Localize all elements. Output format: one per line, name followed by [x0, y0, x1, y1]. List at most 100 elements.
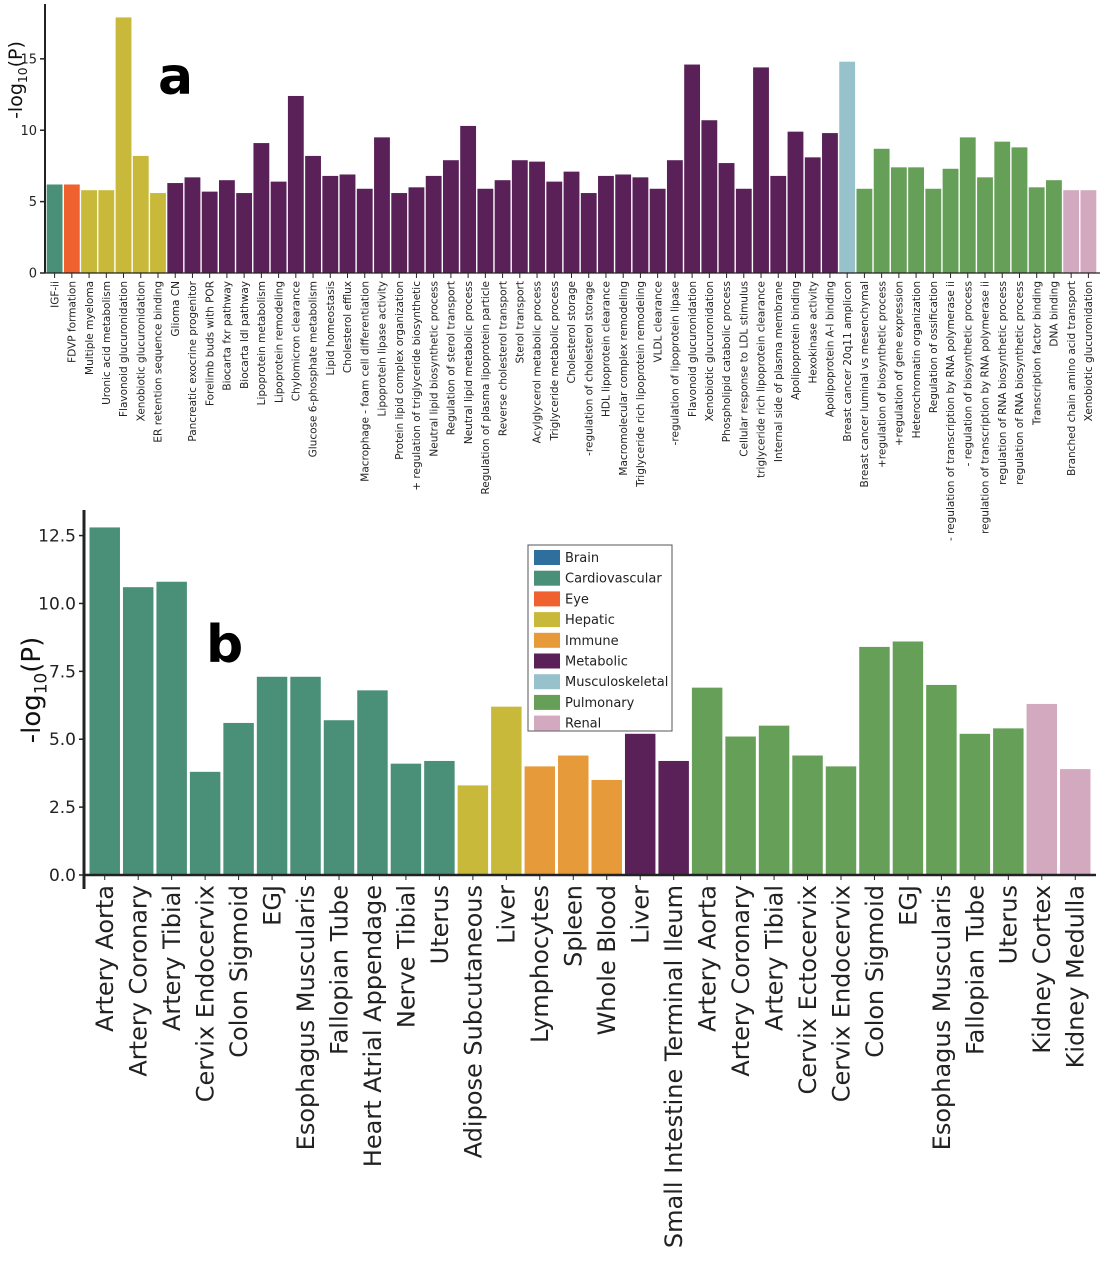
- panel-a-y-tick-label: 0: [29, 267, 37, 282]
- panel-a-bar: [770, 175, 787, 273]
- legend-swatch: [534, 694, 560, 710]
- panel-a-bar: [873, 148, 890, 273]
- panel-b-bar: [189, 771, 221, 875]
- panel-b-bar: [993, 728, 1024, 875]
- panel-b-bar: [491, 706, 522, 875]
- panel-b-x-tick-label: Liver: [627, 885, 655, 944]
- panel-a-letter: a: [158, 47, 193, 107]
- panel-a-x-tick-label: Forelimb buds with POR: [204, 281, 216, 406]
- panel-a-bar: [442, 160, 459, 273]
- panel-a-bar: [270, 181, 287, 273]
- panel-a-x-tick-label: Biocarta ldl pathway: [239, 281, 251, 389]
- panel-b-x-tick-label: Uterus: [995, 885, 1023, 964]
- legend-entry-label: Brain: [565, 551, 599, 566]
- panel-a-x-tick-label: DNA binding: [1049, 281, 1061, 347]
- panel-a-bar: [1046, 180, 1062, 273]
- panel-b-x-tick-label: Esophagus Muscularis: [292, 885, 320, 1150]
- panel-b-bar: [357, 690, 388, 875]
- panel-b-bar: [223, 722, 254, 875]
- panel-a-x-tick-label: Biocarta fxr pathway: [222, 281, 234, 391]
- panel-a-bar: [787, 131, 804, 273]
- panel-a-x-tick-label: Breast cancer luminal vs mesenchymal: [859, 281, 871, 487]
- legend-swatch: [534, 674, 560, 690]
- panel-b-x-tick-label: Colon Sigmoid: [861, 885, 889, 1058]
- panel-a-bar: [546, 181, 563, 273]
- legend-swatch: [534, 715, 560, 731]
- panel-b-bar: [256, 676, 288, 875]
- panel-a-x-tick-label: Hexokinase activity: [807, 281, 819, 384]
- panel-a-bar: [753, 67, 769, 274]
- panel-b-bar: [859, 646, 890, 875]
- panel-a-chart: 0 5 10 15 IGF-ii FDVP formation Multiple myelo…: [5, 4, 1100, 541]
- panel-a-bar: [115, 17, 132, 274]
- panel-b-bar: [792, 755, 823, 875]
- panel-a-x-tick-label: Cholesterol storage: [566, 281, 578, 384]
- panel-a-bar: [460, 125, 477, 273]
- panel-a-x-tick-label: Uronic acid metabolism: [101, 281, 113, 405]
- panel-a-bar: [666, 160, 683, 273]
- panel-b-bar: [1060, 769, 1091, 875]
- legend-swatch: [534, 570, 560, 586]
- panel-a-bar: [322, 175, 339, 273]
- legend-entry-label: Pulmonary: [565, 696, 635, 711]
- panel-b-bar: [658, 760, 689, 875]
- panel-b-bar: [1026, 703, 1058, 875]
- panel-a-bar: [822, 133, 838, 273]
- panel-a-x-tick-label: Heterochromatin organization: [911, 281, 923, 438]
- panel-b-x-tick-label: Nerve Tibial: [392, 885, 420, 1028]
- panel-a-bar: [890, 167, 907, 273]
- panel-b-bar: [558, 755, 589, 875]
- panel-a-x-tick-label: triglyceride rich lipoprotein clearance: [756, 281, 768, 478]
- panel-a-bar: [598, 175, 614, 273]
- panel-a-x-tick-label: Apolipoprotein binding: [790, 281, 802, 400]
- panel-a-x-tick-label: Flavonoid glucuronidation: [118, 281, 130, 417]
- legend-entry-label: Hepatic: [565, 613, 615, 628]
- panel-a-x-tick-label: Acylglycerol metabolic process: [532, 281, 544, 443]
- panel-b-y-axis-label: -log10(P): [17, 637, 51, 744]
- legend-entry-label: Cardiovascular: [565, 572, 662, 587]
- panel-a-x-tick-label: VLDL clearance: [652, 281, 664, 363]
- panel-a-bar: [839, 61, 856, 273]
- panel-a-bar: [925, 188, 942, 273]
- panel-a-x-tick-label: - regulation of transcription by RNA pol…: [945, 281, 957, 541]
- panel-a-bar: [718, 163, 735, 273]
- panel-b-x-tick-label: Uterus: [426, 885, 454, 964]
- panel-a-x-tick-label: - regulation of biosynthetic process: [962, 281, 974, 466]
- panel-a-x-tick-label: Lipoprotein metabolism: [256, 281, 268, 405]
- panel-a-bar: [339, 174, 356, 273]
- panel-a-bar: [735, 188, 752, 273]
- panel-a-x-tick-label: + regulation of triglyceride biosyntheti…: [411, 281, 423, 491]
- panel-a-x-tick-label: Glioma CN: [170, 281, 182, 337]
- legend-entry-label: Immune: [565, 634, 619, 649]
- panel-b-letter: b: [206, 615, 243, 675]
- panel-b-x-tick-label: Whole Blood: [593, 885, 621, 1035]
- panel-a-x-tick-label: Triglyceride rich lipoprotein remodeling: [635, 281, 647, 488]
- panel-a-bar: [632, 177, 649, 273]
- panel-b-bar: [457, 785, 489, 875]
- panel-b-x-tick-label: Cervix Endocervix: [827, 885, 855, 1102]
- panel-a-bar: [98, 190, 115, 273]
- panel-a-bar: [132, 155, 149, 273]
- panel-b-x-tick-label: Small Intestine Terminal Ileum: [660, 885, 688, 1248]
- panel-a-bar: [856, 188, 873, 273]
- panel-a-bar: [1080, 190, 1097, 273]
- panel-a-x-tick-label: Sterol transport: [514, 281, 526, 364]
- panel-a-bar: [201, 191, 218, 273]
- panel-b-y-tick-label: 7.5: [49, 662, 76, 682]
- panel-a-bar: [1063, 190, 1080, 273]
- legend-swatch: [534, 612, 560, 628]
- panel-b-bar: [323, 720, 355, 875]
- panel-a-bar: [494, 180, 511, 273]
- panel-a-bar: [408, 187, 425, 273]
- panel-a-bar: [615, 174, 632, 273]
- panel-a-y-tick-label: 5: [29, 195, 37, 210]
- panel-a-bar: [1011, 147, 1028, 273]
- legend-swatch: [534, 550, 560, 565]
- panel-b-y-tick-label: 5.0: [49, 730, 76, 750]
- panel-a-x-tick-label: Lipoprotein lipase activity: [377, 281, 389, 416]
- panel-a-x-tick-label: Regulation of ossification: [928, 281, 940, 413]
- panel-a-bar: [908, 167, 925, 273]
- legend-entry-label: Eye: [565, 592, 589, 607]
- panel-a-y-tick-label: 15: [20, 52, 37, 67]
- panel-b-x-tick-label: Artery Tibial: [158, 885, 186, 1031]
